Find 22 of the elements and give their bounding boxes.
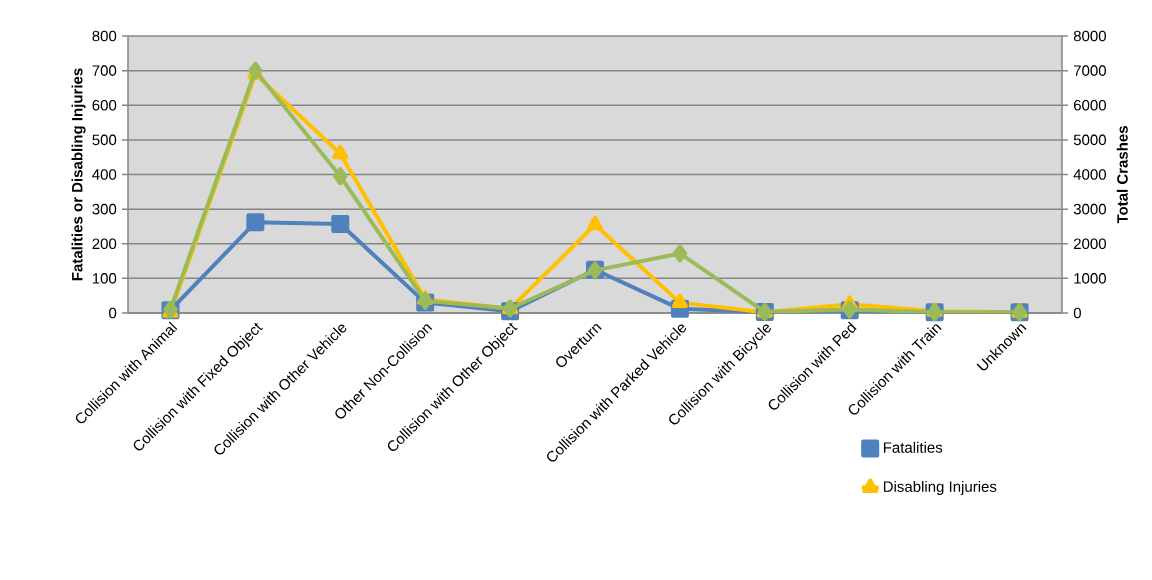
y-tick-label: 300 [92, 203, 117, 215]
legend-label: Disabling Injuries [883, 480, 997, 495]
y-tick-label: 600 [92, 99, 117, 111]
legend-label: Fatalities [883, 441, 943, 453]
y2-tick-label: 5000 [1073, 134, 1106, 146]
y2-tick-label: 1000 [1074, 273, 1106, 284]
y-tick-label: 700 [92, 65, 117, 76]
y2-tick-label: 8000 [1073, 30, 1106, 42]
y-tick-label: 500 [92, 134, 117, 146]
y-tick-label: 200 [92, 238, 117, 250]
y2-tick-label: 0 [1073, 307, 1081, 319]
y2-tick-label: 2000 [1073, 238, 1106, 250]
y2-tick-label: 6000 [1073, 99, 1106, 111]
y-tick-label: 800 [92, 30, 117, 42]
y-tick-label: 100 [92, 273, 117, 284]
y-tick-label: 0 [109, 307, 117, 319]
y2-tick-label: 7000 [1073, 65, 1106, 76]
y2-tick-label: 4000 [1073, 169, 1106, 180]
y-axis-title: Fatalities or Disabling Injuries [71, 68, 86, 281]
y-tick-label: 400 [92, 169, 117, 180]
y2-axis-title: Total Crashes [1116, 126, 1128, 224]
y2-tick-label: 3000 [1073, 203, 1106, 215]
